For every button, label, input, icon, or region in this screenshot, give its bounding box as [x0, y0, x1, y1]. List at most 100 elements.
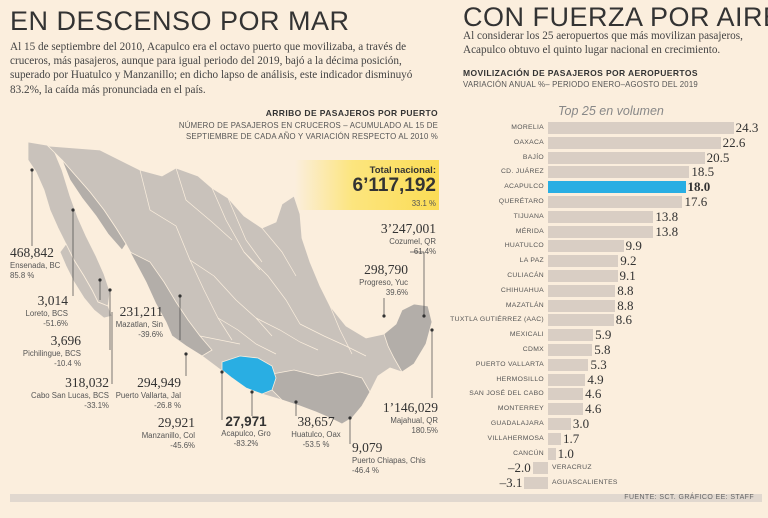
bar-category-label: PUERTO VALLARTA — [475, 360, 544, 368]
left-intro: Al 15 de septiembre del 2010, Acapulco e… — [10, 41, 413, 96]
port-label-cabo: 318,032 Cabo San Lucas, BCS -33.1% — [30, 375, 109, 410]
bar-tijuana — [548, 210, 654, 223]
port-label-manzanillo: 29,921 Manzanillo, Col -45.6% — [141, 415, 195, 450]
bar-chihuahua — [548, 284, 616, 297]
bar-aguascalientes — [524, 477, 548, 490]
bar-category-label: MORELIA — [511, 124, 544, 131]
bar-m-rida — [548, 225, 654, 238]
bar-value-label: 24.3 — [735, 120, 759, 135]
bar-value-label: 5.9 — [595, 327, 612, 343]
bar-la-paz — [548, 255, 619, 268]
bar-category-label: LA PAZ — [519, 257, 544, 265]
bar-mexicali — [548, 329, 594, 342]
bar-value-label: 4.6 — [585, 401, 602, 417]
port-dot-progreso — [382, 314, 386, 318]
bar-value-label: 9.1 — [619, 268, 636, 283]
bar-value-label: 8.6 — [615, 312, 632, 328]
port-label-progreso: 298,790 Progreso, Yuc 39.6% — [359, 262, 408, 297]
right-intro: Al considerar los 25 aeropuertos que más… — [463, 30, 743, 56]
bar-category-label: VILLAHERMOSA — [487, 434, 544, 442]
bar-guadalajara — [548, 418, 571, 430]
bar-category-label: QUERÉTARO — [498, 198, 544, 205]
state-borders — [139, 167, 367, 357]
port-dots — [30, 168, 434, 420]
bar-value-label: 3.0 — [572, 416, 590, 431]
bar-value-label: 5.8 — [594, 342, 611, 357]
bar-oaxaca — [548, 136, 721, 149]
bar-value-label: 9.2 — [620, 253, 637, 269]
port-label-ensenada: 468,842 Ensenada, BC 85.8 % — [10, 245, 61, 280]
bar-category-label: MEXICALI — [509, 331, 544, 339]
port-dot-ensenada — [30, 168, 34, 172]
bar-category-label: MAZATLÁN — [505, 301, 544, 309]
total-value: 6’117,192 — [352, 175, 436, 196]
port-label-chiapas: 9,079 Puerto Chiapas, Chis -46.4 % — [352, 440, 426, 475]
bar-tuxtla-guti-rrez-aac- — [548, 314, 614, 327]
bar-category-label: MONTERREY — [497, 405, 544, 413]
footer-bar — [10, 494, 762, 502]
bar-category-label: TUXTLA GUTIÉRREZ (AAC) — [450, 316, 544, 324]
bar-culiac-n — [548, 270, 618, 282]
bar-value-label: 5.3 — [590, 356, 607, 372]
port-dot-majahual — [430, 328, 434, 332]
bar-san-jos-del-cabo — [548, 388, 584, 401]
port-label-acapulco: 27,971 Acapulco, Gro -83.2% — [221, 414, 271, 448]
bar-value-label: 8.8 — [617, 297, 634, 313]
bar-value-label: 13.8 — [655, 223, 679, 239]
bar-value-label: 20.5 — [706, 149, 730, 165]
bar-value-label: –3.1 — [499, 475, 523, 491]
bar-category-label: MÉRIDA — [515, 227, 544, 235]
port-label-loreto: 3,014 Loreto, BCS -51.6% — [25, 293, 68, 328]
port-dot-pichilingue — [98, 278, 102, 282]
bar-category-label: SAN JOSÉ DEL CABO — [469, 390, 544, 398]
bar-value-label: 17.6 — [684, 194, 708, 209]
bar-category-label: GUADALAJARA — [490, 420, 544, 427]
bar-category-label: VERACRUZ — [552, 464, 592, 472]
bar-value-label: 8.8 — [617, 282, 634, 298]
bar-value-label: 22.6 — [722, 134, 746, 150]
bar-morelia — [548, 122, 734, 134]
port-dot-cozumel — [422, 314, 426, 318]
port-label-huatulco: 38,657 Huatulco, Oax -53.5 % — [291, 414, 341, 449]
bar-category-label: BAJÍO — [522, 153, 544, 161]
map-subtitle: NÚMERO DE PASAJEROS EN CRUCEROS – ACUMUL… — [178, 121, 438, 141]
bar-value-label: 18.0 — [687, 179, 711, 195]
source-footer: FUENTE: SCT. GRÁFICO EE: STAFF — [624, 494, 754, 501]
airport-bar-chart: 24.3 MORELIA 22.6 OAXACA 20.5 BAJÍO 18.5 CD. JU… — [450, 103, 768, 490]
bar-category-label: CANCÚN — [513, 449, 544, 457]
port-label-mazatlan: 231,211 Mazatlan, Sin -39.6% — [115, 304, 163, 339]
bar-category-label: HUATULCO — [504, 242, 544, 250]
port-dot-mazatlan — [178, 294, 182, 298]
sonora-coast-shape — [61, 159, 127, 251]
chart-title: MOVILIZACIÓN DE PASAJEROS POR AEROPUERTO… — [463, 68, 698, 78]
bar-category-label: OAXACA — [513, 138, 544, 146]
port-dot-chiapas — [348, 416, 352, 420]
total-pct: 33.1 % — [411, 199, 436, 208]
pacific-states-shape — [129, 251, 213, 357]
right-title: CON FUERZA POR AIRE — [463, 2, 768, 32]
total-label: Total nacional: — [369, 165, 436, 176]
bar-value-label: 1.7 — [562, 430, 580, 446]
bar-monterrey — [548, 403, 584, 416]
guerrero-state-shape — [221, 355, 277, 395]
bar-value-label: 4.6 — [585, 386, 602, 402]
bar-puerto-vallarta — [548, 358, 589, 371]
bar-huatulco — [548, 240, 624, 253]
port-label-vallarta: 294,949 Puerto Vallarta, Jal -26.8 % — [115, 375, 181, 410]
port-dot-manzanillo — [220, 370, 224, 374]
bar-veracruz — [532, 462, 548, 475]
bar-category-label: TIJUANA — [513, 212, 544, 220]
bar-hermosillo — [548, 373, 586, 386]
bar-category-label: HERMOSILLO — [496, 375, 544, 383]
port-dot-loreto — [71, 208, 75, 212]
left-title: EN DESCENSO POR MAR — [10, 6, 350, 36]
total-box — [295, 160, 439, 210]
bar-category-label: CHIHUAHUA — [500, 286, 544, 294]
port-dot-cabo — [108, 288, 112, 292]
leader-lines — [31, 170, 433, 444]
bar-cdmx — [548, 344, 593, 356]
bar-value-label: 18.5 — [691, 164, 715, 180]
port-dot-huatulco — [294, 400, 298, 404]
map-title: ARRIBO DE PASAJEROS POR PUERTO — [265, 108, 438, 118]
